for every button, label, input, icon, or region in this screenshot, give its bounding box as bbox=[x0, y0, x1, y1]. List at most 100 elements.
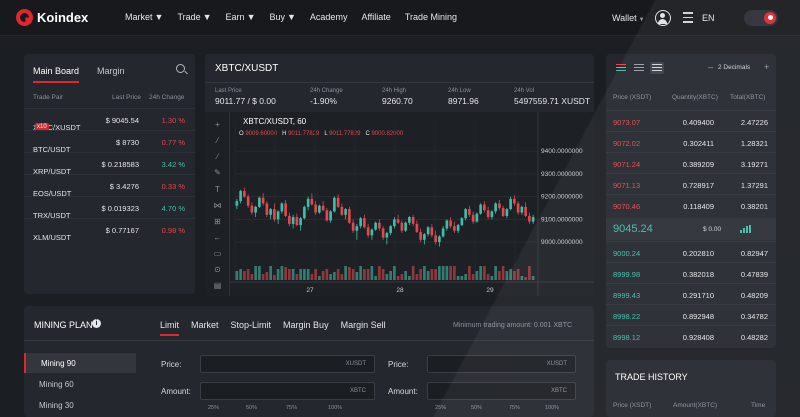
candle-body bbox=[475, 213, 479, 222]
orderbook-bids-view-icon[interactable] bbox=[632, 62, 646, 74]
candle-body bbox=[479, 204, 482, 214]
buy-amount-input[interactable]: XBTC bbox=[200, 382, 375, 400]
volume-bar bbox=[453, 266, 456, 280]
bid-row[interactable]: 8999.98 0.382018 0.47839 bbox=[606, 262, 776, 283]
column-header: 24h Change bbox=[149, 94, 185, 101]
tab-main-board[interactable]: Main Board bbox=[33, 66, 80, 83]
brush-icon[interactable]: ∕ bbox=[216, 152, 219, 161]
zoom-icon[interactable]: ⊙ bbox=[214, 265, 221, 274]
wallet-menu[interactable]: Wallet ▼ bbox=[612, 13, 645, 23]
volume-bar bbox=[329, 274, 332, 280]
order-price: 9072.02 bbox=[613, 139, 641, 148]
market-row[interactable]: TRX/USDT $ 0.019323 4.70 % bbox=[24, 196, 195, 220]
volume-bar bbox=[374, 276, 377, 280]
ask-row[interactable]: 9070.46 0.118409 0.38201 bbox=[606, 194, 776, 215]
volume-bar bbox=[246, 269, 250, 280]
order-price: 8999.98 bbox=[613, 270, 641, 279]
percent-100-button[interactable]: 100% bbox=[328, 405, 343, 411]
tab-margin[interactable]: Margin bbox=[97, 66, 125, 76]
minimum-amount-note: Minimum trading amount: 0.001 XBTC bbox=[453, 322, 573, 329]
ask-row[interactable]: 9071.24 0.389209 3.19271 bbox=[606, 152, 776, 173]
nav-item-market[interactable]: Market ▼ bbox=[125, 12, 163, 22]
increase-decimals-button[interactable]: + bbox=[764, 62, 770, 72]
tab-limit[interactable]: Limit bbox=[160, 320, 180, 336]
percent-25-button[interactable]: 25% bbox=[208, 405, 220, 411]
sell-amount-input[interactable]: XBTC bbox=[427, 382, 576, 400]
change-percent: 1.30 % bbox=[161, 116, 185, 125]
market-row[interactable]: EOS/USDT $ 3.4276 0.33 % bbox=[24, 174, 195, 198]
percent-75-button[interactable]: 75% bbox=[286, 405, 298, 411]
candle-body bbox=[295, 217, 299, 226]
plan-item-mining-60[interactable]: Mining 60 bbox=[24, 374, 136, 394]
candle-body bbox=[456, 225, 460, 231]
order-total: 0.48282 bbox=[740, 333, 768, 342]
market-row[interactable]: BTC/USDT $ 8730 0.77 % bbox=[24, 130, 195, 154]
volume-bar bbox=[303, 269, 306, 280]
tab-market[interactable]: Market bbox=[191, 320, 219, 330]
buy-price-input[interactable]: XUSDT bbox=[200, 355, 375, 373]
percent-75-button[interactable]: 75% bbox=[509, 405, 521, 411]
nav-item-trade[interactable]: Trade ▼ bbox=[177, 12, 211, 22]
chart-area[interactable]: + ⁄ ∕ ✎ T ⋈ ⊞ ← ▭ ⊙ ▤ XBTC/XUSDT, 60 O 9… bbox=[205, 112, 594, 296]
order-price: 9071.24 bbox=[613, 160, 641, 169]
mid-price-usd: $ 0.00 bbox=[703, 226, 722, 233]
percent-100-button[interactable]: 100% bbox=[545, 405, 560, 411]
trendline-icon[interactable]: ⁄ bbox=[216, 136, 219, 145]
pencil-icon[interactable]: ✎ bbox=[214, 168, 221, 177]
volume-bar bbox=[280, 266, 284, 280]
crosshair-icon[interactable]: + bbox=[215, 120, 220, 129]
orderbook-asks-view-icon[interactable] bbox=[650, 62, 664, 74]
candle-body bbox=[235, 201, 239, 206]
bid-row[interactable]: 8999.43 0.291710 0.48209 bbox=[606, 283, 776, 304]
order-total: 0.82947 bbox=[740, 249, 768, 258]
brand-logo[interactable]: Koindex bbox=[16, 9, 88, 26]
measure-icon[interactable]: ⊞ bbox=[214, 217, 221, 226]
lock-icon[interactable]: ▤ bbox=[213, 281, 222, 290]
ruler-icon[interactable]: ▭ bbox=[213, 249, 222, 258]
market-row[interactable]: XBTC/XUSDT x10 $ 9045.54 1.30 % bbox=[24, 108, 195, 132]
search-icon[interactable] bbox=[176, 64, 185, 73]
order-quantity: 0.291710 bbox=[682, 291, 714, 300]
bid-row[interactable]: 8998.22 0.892948 0.34782 bbox=[606, 304, 776, 325]
arrow-left-icon[interactable]: ← bbox=[213, 233, 222, 242]
market-row[interactable]: XLM/USDT $ 0.77167 0.98 % bbox=[24, 218, 195, 242]
percent-50-button[interactable]: 50% bbox=[471, 405, 483, 411]
text-icon[interactable]: T bbox=[215, 185, 220, 194]
plan-item-mining-30[interactable]: Mining 30 bbox=[24, 395, 136, 415]
info-icon[interactable]: i bbox=[92, 319, 101, 328]
tab-margin-sell[interactable]: Margin Sell bbox=[340, 320, 386, 330]
divider bbox=[205, 82, 594, 83]
plan-item-mining-90[interactable]: Mining 90 bbox=[24, 353, 136, 373]
orderbook-mid-price: 9045.24 $ 0.00 bbox=[606, 218, 776, 240]
volume-bar bbox=[486, 274, 490, 280]
percent-25-button[interactable]: 25% bbox=[435, 405, 447, 411]
theme-toggle[interactable] bbox=[744, 10, 778, 26]
tab-margin-buy[interactable]: Margin Buy bbox=[283, 320, 329, 330]
language-selector[interactable]: EN bbox=[702, 13, 715, 23]
volume-bar bbox=[423, 266, 426, 280]
menu-icon[interactable] bbox=[683, 12, 693, 26]
ask-row[interactable]: 9073.07 0.409400 2.47226 bbox=[606, 110, 776, 131]
candle-body bbox=[445, 220, 449, 229]
volume-bar bbox=[318, 276, 321, 280]
pattern-icon[interactable]: ⋈ bbox=[213, 201, 222, 210]
bid-row[interactable]: 9000.24 0.202810 0.82947 bbox=[606, 241, 776, 262]
percent-50-button[interactable]: 50% bbox=[246, 405, 258, 411]
last-price: $ 3.4276 bbox=[109, 182, 139, 191]
sell-price-input[interactable]: XUSDT bbox=[427, 355, 576, 373]
nav-item-academy[interactable]: Academy bbox=[309, 12, 348, 22]
nav-item-trade-mining[interactable]: Trade Mining bbox=[404, 12, 458, 22]
bid-row[interactable]: 8998.12 0.928408 0.48282 bbox=[606, 325, 776, 346]
plan-label: Mining 30 bbox=[39, 401, 74, 410]
user-account-icon[interactable] bbox=[655, 10, 671, 26]
market-row[interactable]: XRP/USDT $ 0.218583 3.42 % bbox=[24, 152, 195, 176]
decrease-decimals-button[interactable]: – bbox=[708, 62, 714, 72]
pair-name: TRX/USDT bbox=[33, 211, 71, 220]
tab-stop-limit[interactable]: Stop-Limit bbox=[230, 320, 272, 330]
orderbook-both-view-icon[interactable] bbox=[614, 62, 628, 74]
ask-row[interactable]: 9072.02 0.302411 1.28321 bbox=[606, 131, 776, 152]
ask-row[interactable]: 9071.13 0.728917 1.37291 bbox=[606, 173, 776, 194]
nav-item-buy[interactable]: Buy ▼ bbox=[269, 12, 295, 22]
nav-item-earn[interactable]: Earn ▼ bbox=[226, 12, 256, 22]
nav-item-affiliate[interactable]: Affiliate bbox=[361, 12, 391, 22]
